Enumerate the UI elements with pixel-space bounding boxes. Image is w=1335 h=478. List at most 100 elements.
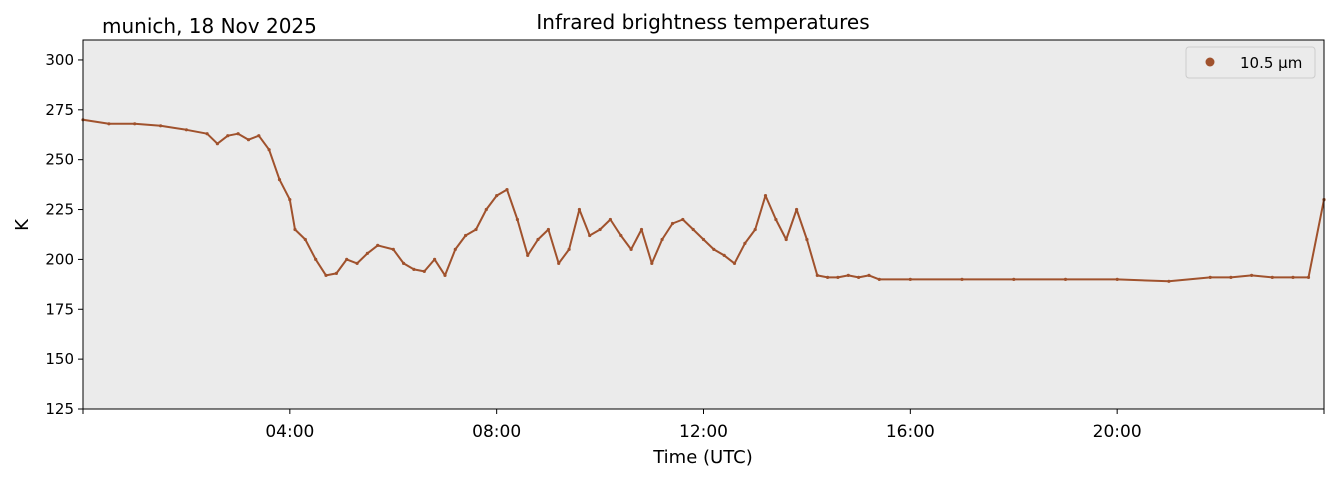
- data-point: [526, 253, 530, 257]
- data-point: [391, 247, 395, 251]
- data-point: [650, 261, 654, 265]
- data-point: [365, 251, 369, 255]
- data-point: [443, 273, 447, 277]
- y-tick-label: 125: [45, 400, 74, 418]
- data-point: [246, 138, 251, 142]
- data-point: [288, 198, 292, 202]
- data-point: [1167, 279, 1171, 283]
- data-point: [857, 275, 861, 279]
- data-point: [412, 267, 416, 271]
- legend-marker: [1205, 57, 1215, 67]
- data-point: [1063, 277, 1068, 281]
- x-tick-label: 20:00: [1093, 422, 1142, 442]
- data-point: [557, 261, 561, 265]
- data-point: [257, 134, 261, 138]
- data-point: [836, 275, 840, 279]
- data-point: [536, 237, 540, 242]
- data-point: [433, 257, 437, 261]
- data-point: [474, 227, 478, 232]
- data-point: [960, 277, 964, 281]
- location-date-label: munich, 18 Nov 2025: [102, 14, 317, 38]
- data-point: [826, 275, 830, 279]
- data-point: [495, 194, 499, 198]
- y-tick-label: 250: [45, 151, 74, 169]
- data-point: [784, 237, 788, 242]
- data-point: [215, 142, 219, 146]
- y-tick-label: 300: [45, 51, 74, 69]
- data-point: [402, 261, 406, 265]
- data-point: [205, 132, 209, 136]
- data-point: [712, 247, 716, 251]
- data-point: [334, 271, 338, 275]
- chart-title: Infrared brightness temperatures: [536, 10, 869, 34]
- x-tick-label: 16:00: [886, 422, 935, 442]
- data-point: [867, 273, 871, 277]
- data-point: [226, 134, 230, 138]
- data-point: [184, 128, 188, 132]
- data-point: [608, 217, 613, 222]
- data-point: [1291, 275, 1295, 279]
- data-point: [324, 273, 328, 277]
- data-point: [805, 237, 809, 242]
- data-point: [314, 257, 318, 261]
- data-point: [753, 227, 757, 232]
- y-tick-label: 200: [45, 250, 74, 268]
- data-point: [1250, 273, 1254, 277]
- data-point: [629, 247, 633, 251]
- data-point: [1208, 275, 1212, 279]
- data-point: [355, 261, 359, 265]
- x-axis-label: Time (UTC): [652, 447, 753, 468]
- data-point: [107, 122, 111, 126]
- data-point: [133, 122, 137, 126]
- data-point: [453, 247, 457, 251]
- data-point: [484, 207, 488, 212]
- y-tick-label: 150: [45, 350, 74, 368]
- y-axis-label: K: [12, 218, 33, 231]
- data-point: [1115, 277, 1119, 281]
- x-tick-label: 08:00: [472, 422, 521, 442]
- data-point: [546, 227, 551, 232]
- data-point: [681, 217, 685, 222]
- data-series-10-5um: [81, 118, 1326, 283]
- data-point: [267, 148, 271, 152]
- data-point: [701, 237, 706, 242]
- data-point: [1270, 275, 1274, 279]
- y-tick-label: 225: [45, 201, 74, 219]
- data-point: [293, 227, 297, 232]
- data-point: [795, 207, 799, 212]
- data-point: [732, 261, 737, 265]
- data-point: [743, 241, 747, 245]
- x-tick-label: 04:00: [265, 422, 314, 442]
- data-point: [660, 237, 664, 242]
- data-point: [515, 217, 520, 222]
- axis-ticks: 125 150 175 200 225 250 275 300 04:00 08:00 12:00 1…: [45, 51, 1325, 442]
- data-point: [763, 194, 768, 198]
- data-point: [464, 233, 468, 238]
- data-point: [670, 221, 675, 226]
- data-point: [598, 227, 602, 232]
- data-point: [577, 207, 582, 212]
- data-point: [691, 227, 695, 232]
- data-point: [877, 277, 881, 281]
- data-point: [619, 233, 623, 238]
- legend: 10.5 µm: [1185, 46, 1316, 79]
- data-point: [1012, 277, 1016, 281]
- data-point: [159, 124, 163, 128]
- plot-frame: [82, 39, 1325, 410]
- data-point: [774, 217, 778, 222]
- legend-label: 10.5 µm: [1240, 54, 1302, 72]
- x-tick-label: 12:00: [679, 422, 728, 442]
- data-point: [908, 277, 912, 281]
- data-point: [567, 247, 571, 251]
- data-point: [277, 178, 282, 182]
- data-point: [1306, 275, 1311, 279]
- data-point: [639, 227, 644, 232]
- data-point: [1229, 275, 1233, 279]
- data-point: [422, 269, 426, 273]
- data-point: [846, 273, 850, 277]
- y-tick-label: 175: [45, 300, 74, 318]
- plot-area: [82, 39, 1325, 410]
- data-point: [722, 253, 726, 257]
- data-point: [236, 132, 240, 136]
